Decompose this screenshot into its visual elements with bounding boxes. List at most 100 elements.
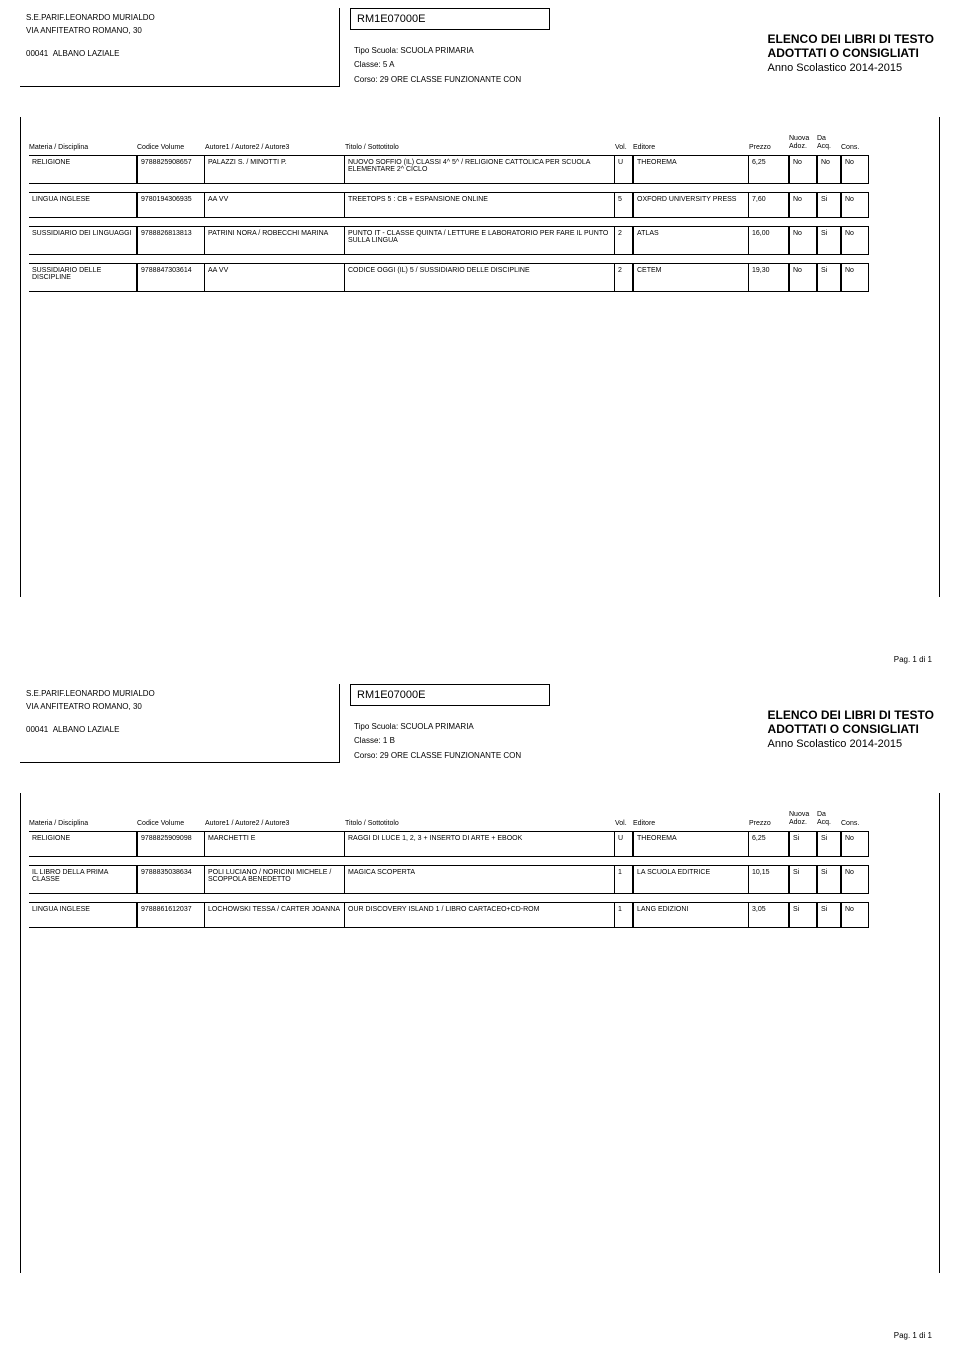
cell-editore: LA SCUOLA EDITRICE: [633, 865, 749, 894]
cell-cons: No: [841, 902, 869, 928]
cell-codice: 9788825909098: [137, 831, 205, 857]
hdr-daacq: DaAcq.: [817, 135, 841, 150]
school-code: RM1E07000E: [350, 8, 550, 30]
cell-materia: RELIGIONE: [29, 831, 137, 857]
code-info-column: RM1E07000ETipo Scuola: SCUOLA PRIMARIACl…: [350, 684, 610, 763]
cell-prezzo: 6,25: [749, 155, 789, 184]
cell-daacq: Si: [817, 263, 841, 292]
table-header-row: Materia / DisciplinaCodice VolumeAutore1…: [29, 135, 931, 154]
hdr-autore: Autore1 / Autore2 / Autore3: [205, 820, 345, 827]
cell-cons: No: [841, 155, 869, 184]
page-header: S.E.PARIF.LEONARDO MURIALDOVIA ANFITEATR…: [0, 0, 960, 87]
title-column: ELENCO DEI LIBRI DI TESTOADOTTATI O CONS…: [768, 684, 940, 763]
class-info: Tipo Scuola: SCUOLA PRIMARIAClasse: 1 BC…: [350, 720, 610, 763]
cell-nuova: Si: [789, 831, 817, 857]
cell-autore: PALAZZI S. / MINOTTI P.: [205, 155, 345, 184]
books-table: Materia / DisciplinaCodice VolumeAutore1…: [20, 117, 940, 597]
school-address: VIA ANFITEATRO ROMANO, 30: [26, 25, 333, 38]
cell-daacq: Si: [817, 831, 841, 857]
hdr-materia: Materia / Disciplina: [29, 144, 137, 151]
cell-codice: 9788826813813: [137, 226, 205, 255]
hdr-codice: Codice Volume: [137, 820, 205, 827]
school-city: 00041 ALBANO LAZIALE: [26, 724, 333, 737]
cell-editore: LANG EDIZIONI: [633, 902, 749, 928]
cell-cons: No: [841, 192, 869, 218]
hdr-nuova: NuovaAdoz.: [789, 135, 817, 150]
cell-materia: RELIGIONE: [29, 155, 137, 184]
cell-prezzo: 10,15: [749, 865, 789, 894]
cell-titolo: CODICE OGGI (IL) 5 / SUSSIDIARIO DELLE D…: [345, 263, 615, 292]
hdr-titolo: Titolo / Sottotitolo: [345, 820, 615, 827]
cell-prezzo: 16,00: [749, 226, 789, 255]
table-row: LINGUA INGLESE9780194306935AA VVTREETOPS…: [29, 192, 931, 218]
page-header: S.E.PARIF.LEONARDO MURIALDOVIA ANFITEATR…: [0, 676, 960, 763]
cell-vol: 5: [615, 192, 633, 218]
cell-vol: U: [615, 831, 633, 857]
cell-autore: POLI LUCIANO / NORICINI MICHELE / SCOPPO…: [205, 865, 345, 894]
hdr-cons: Cons.: [841, 144, 869, 151]
cell-nuova: No: [789, 155, 817, 184]
hdr-vol: Vol.: [615, 820, 633, 827]
cell-prezzo: 19,30: [749, 263, 789, 292]
school-address: VIA ANFITEATRO ROMANO, 30: [26, 701, 333, 714]
school-year: Anno Scolastico 2014-2015: [768, 738, 934, 750]
cell-codice: 9788825908657: [137, 155, 205, 184]
table-row: SUSSIDIARIO DELLE DISCIPLINE978884730361…: [29, 263, 931, 292]
cell-daacq: Si: [817, 192, 841, 218]
cell-cons: No: [841, 263, 869, 292]
cell-titolo: TREETOPS 5 : CB + ESPANSIONE ONLINE: [345, 192, 615, 218]
cell-codice: 9788835038634: [137, 865, 205, 894]
report-page: S.E.PARIF.LEONARDO MURIALDOVIA ANFITEATR…: [0, 676, 960, 1352]
table-header-row: Materia / DisciplinaCodice VolumeAutore1…: [29, 811, 931, 830]
cell-editore: ATLAS: [633, 226, 749, 255]
hdr-titolo: Titolo / Sottotitolo: [345, 144, 615, 151]
cell-nuova: Si: [789, 865, 817, 894]
school-box: S.E.PARIF.LEONARDO MURIALDOVIA ANFITEATR…: [20, 684, 340, 763]
cell-vol: 2: [615, 226, 633, 255]
cell-nuova: Si: [789, 902, 817, 928]
cell-editore: OXFORD UNIVERSITY PRESS: [633, 192, 749, 218]
cell-nuova: No: [789, 192, 817, 218]
cell-titolo: PUNTO IT - CLASSE QUINTA / LETTURE E LAB…: [345, 226, 615, 255]
cell-codice: 9788861612037: [137, 902, 205, 928]
cell-prezzo: 7,60: [749, 192, 789, 218]
hdr-editore: Editore: [633, 144, 749, 151]
cell-codice: 9788847303614: [137, 263, 205, 292]
cell-vol: U: [615, 155, 633, 184]
page-number: Pag. 1 di 1: [894, 1331, 932, 1340]
cell-cons: No: [841, 226, 869, 255]
cell-autore: AA VV: [205, 263, 345, 292]
cell-titolo: MAGICA SCOPERTA: [345, 865, 615, 894]
cell-vol: 1: [615, 865, 633, 894]
cell-titolo: RAGGI DI LUCE 1, 2, 3 + INSERTO DI ARTE …: [345, 831, 615, 857]
school-year: Anno Scolastico 2014-2015: [768, 62, 934, 74]
cell-daacq: Si: [817, 226, 841, 255]
table-row: RELIGIONE9788825909098MARCHETTI ERAGGI D…: [29, 831, 931, 857]
cell-cons: No: [841, 831, 869, 857]
hdr-prezzo: Prezzo: [749, 820, 789, 827]
hdr-editore: Editore: [633, 820, 749, 827]
cell-prezzo: 6,25: [749, 831, 789, 857]
table-row: IL LIBRO DELLA PRIMA CLASSE9788835038634…: [29, 865, 931, 894]
cell-editore: CETEM: [633, 263, 749, 292]
cell-nuova: No: [789, 226, 817, 255]
cell-vol: 1: [615, 902, 633, 928]
hdr-nuova: NuovaAdoz.: [789, 811, 817, 826]
cell-prezzo: 3,05: [749, 902, 789, 928]
table-row: LINGUA INGLESE9788861612037LOCHOWSKI TES…: [29, 902, 931, 928]
report-title: ELENCO DEI LIBRI DI TESTOADOTTATI O CONS…: [768, 32, 934, 61]
cell-daacq: Si: [817, 865, 841, 894]
class-info: Tipo Scuola: SCUOLA PRIMARIAClasse: 5 AC…: [350, 44, 610, 87]
school-city: 00041 ALBANO LAZIALE: [26, 48, 333, 61]
cell-daacq: No: [817, 155, 841, 184]
school-box: S.E.PARIF.LEONARDO MURIALDOVIA ANFITEATR…: [20, 8, 340, 87]
title-column: ELENCO DEI LIBRI DI TESTOADOTTATI O CONS…: [768, 8, 940, 87]
hdr-cons: Cons.: [841, 820, 869, 827]
report-page: S.E.PARIF.LEONARDO MURIALDOVIA ANFITEATR…: [0, 0, 960, 676]
hdr-prezzo: Prezzo: [749, 144, 789, 151]
cell-editore: THEOREMA: [633, 831, 749, 857]
cell-vol: 2: [615, 263, 633, 292]
cell-autore: AA VV: [205, 192, 345, 218]
school-name: S.E.PARIF.LEONARDO MURIALDO: [26, 688, 333, 701]
hdr-codice: Codice Volume: [137, 144, 205, 151]
